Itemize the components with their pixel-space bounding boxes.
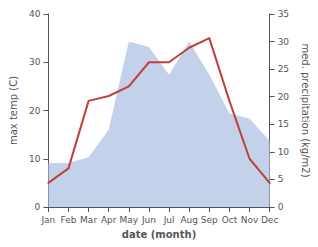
svg-text:0: 0 — [278, 202, 284, 212]
svg-text:40: 40 — [29, 9, 41, 19]
svg-text:10: 10 — [278, 147, 290, 157]
svg-text:May: May — [120, 215, 139, 225]
svg-text:Apr: Apr — [101, 215, 117, 225]
svg-text:20: 20 — [278, 92, 290, 102]
svg-text:30: 30 — [29, 57, 41, 67]
svg-text:Dec: Dec — [261, 215, 278, 225]
svg-text:0: 0 — [35, 202, 41, 212]
svg-text:Feb: Feb — [61, 215, 77, 225]
svg-text:Mar: Mar — [80, 215, 97, 225]
svg-text:10: 10 — [29, 154, 41, 164]
svg-text:Jul: Jul — [163, 215, 175, 225]
svg-text:Nov: Nov — [241, 215, 259, 225]
svg-text:date (month): date (month) — [122, 229, 196, 240]
svg-text:Sep: Sep — [201, 215, 218, 225]
svg-text:med. precipitation (kg/m2): med. precipitation (kg/m2) — [300, 43, 311, 177]
svg-text:15: 15 — [278, 119, 289, 129]
svg-text:5: 5 — [278, 174, 284, 184]
svg-text:25: 25 — [278, 64, 289, 74]
svg-text:max temp (C): max temp (C) — [8, 76, 19, 145]
svg-text:20: 20 — [29, 106, 41, 116]
svg-text:Aug: Aug — [180, 215, 198, 225]
svg-text:Jun: Jun — [141, 215, 156, 225]
svg-text:35: 35 — [278, 9, 289, 19]
svg-text:Oct: Oct — [222, 215, 238, 225]
svg-text:Jan: Jan — [40, 215, 55, 225]
svg-text:30: 30 — [278, 37, 290, 47]
